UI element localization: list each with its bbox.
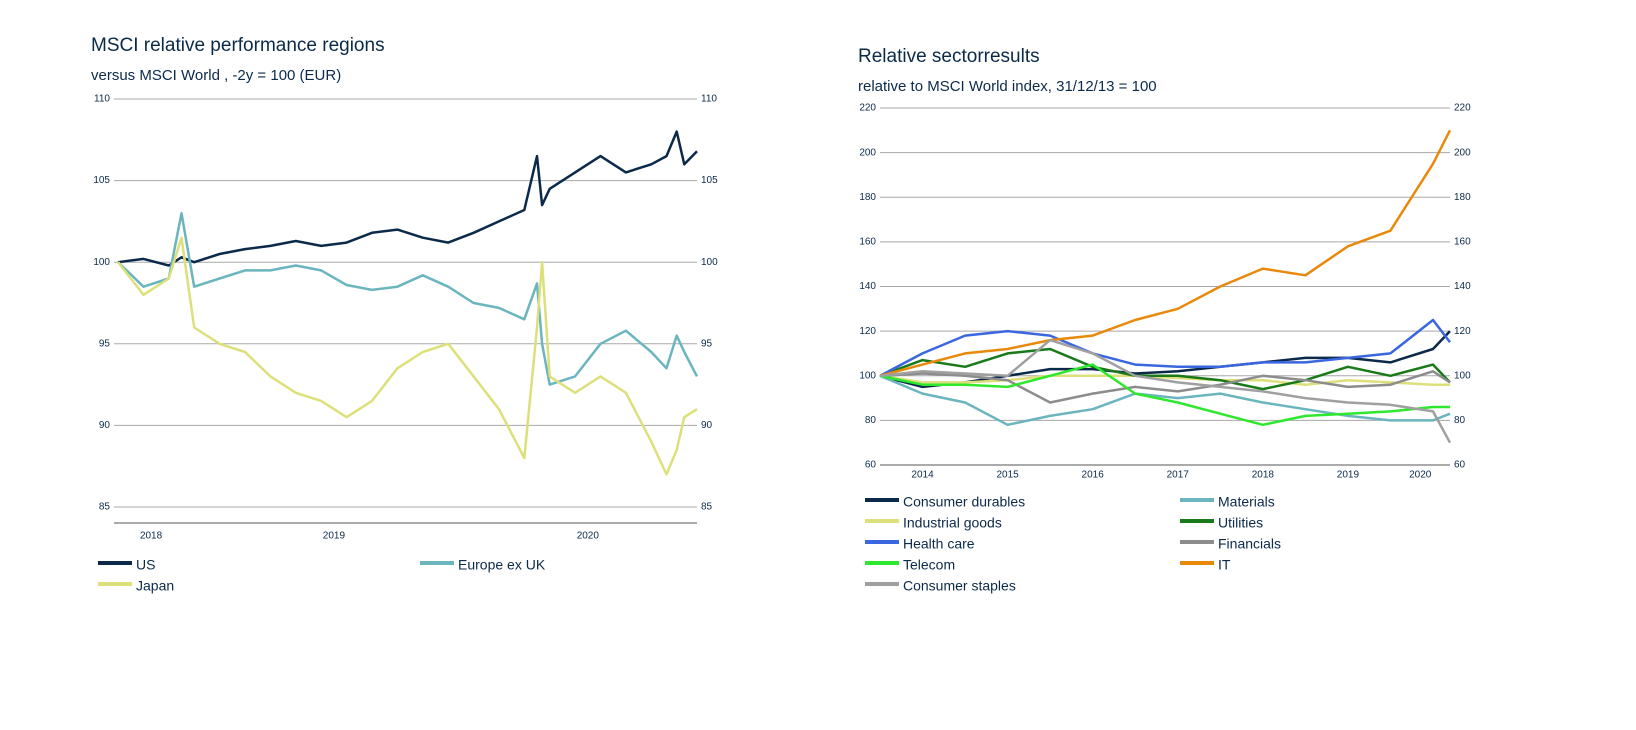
y-tick-label: 220 <box>859 103 876 114</box>
series-line <box>879 347 1451 391</box>
series-line <box>879 338 1452 444</box>
series-line <box>879 318 1451 377</box>
legend-label: Utilities <box>1218 515 1263 531</box>
y-tick-label: 85 <box>99 502 111 513</box>
y2-tick-label: 120 <box>1454 326 1471 337</box>
series-line <box>117 236 698 476</box>
y2-tick-label: 80 <box>1454 415 1466 426</box>
series-line <box>879 374 1450 386</box>
x-tick-label: 2020 <box>577 531 600 542</box>
y2-tick-label: 220 <box>1454 103 1471 114</box>
chart-subtitle: versus MSCI World , -2y = 100 (EUR) <box>91 67 341 84</box>
y-tick-label: 90 <box>99 420 111 431</box>
x-tick-label: 2020 <box>1409 470 1432 481</box>
chart-title: MSCI relative performance regions <box>91 35 385 56</box>
legend-label: Consumer durables <box>903 494 1025 510</box>
series-line <box>879 374 1451 427</box>
chart-subtitle: relative to MSCI World index, 31/12/13 =… <box>858 78 1157 95</box>
legend-label: IT <box>1218 557 1231 573</box>
legend-label: Japan <box>136 578 174 594</box>
x-tick-label: 2019 <box>323 531 346 542</box>
y-tick-label: 110 <box>94 94 110 105</box>
y2-tick-label: 100 <box>701 257 718 268</box>
y-tick-label: 105 <box>93 175 110 186</box>
y2-tick-label: 100 <box>1454 370 1471 381</box>
legend-label: Health care <box>903 536 975 552</box>
series-line <box>879 363 1450 427</box>
legend-label: US <box>136 557 155 573</box>
legend-label: Consumer staples <box>903 578 1016 594</box>
y2-tick-label: 110 <box>701 94 717 105</box>
y-tick-label: 100 <box>859 370 876 381</box>
x-tick-label: 2015 <box>996 470 1019 481</box>
legend-label: Industrial goods <box>903 515 1002 531</box>
series-line <box>117 211 699 386</box>
x-tick-label: 2017 <box>1167 470 1190 481</box>
y2-tick-label: 140 <box>1454 281 1471 292</box>
legend-label: Telecom <box>903 557 955 573</box>
series-line <box>879 370 1451 404</box>
x-tick-label: 2014 <box>911 470 934 481</box>
y2-tick-label: 180 <box>1454 192 1471 203</box>
y2-tick-label: 200 <box>1454 147 1471 158</box>
y-tick-label: 60 <box>865 460 877 471</box>
y2-tick-label: 85 <box>701 502 713 513</box>
y2-tick-label: 60 <box>1454 460 1466 471</box>
series-line <box>879 330 1451 389</box>
x-tick-label: 2016 <box>1082 470 1105 481</box>
x-tick-label: 2018 <box>140 531 163 542</box>
y-tick-label: 180 <box>859 192 876 203</box>
legend-label: Europe ex UK <box>458 557 546 573</box>
x-tick-label: 2019 <box>1337 470 1360 481</box>
y-tick-label: 200 <box>859 147 876 158</box>
y-tick-label: 140 <box>859 281 876 292</box>
y-tick-label: 100 <box>93 257 110 268</box>
y-tick-label: 95 <box>99 338 111 349</box>
y-tick-label: 120 <box>859 326 876 337</box>
series-line <box>117 130 698 267</box>
legend-label: Financials <box>1218 536 1281 552</box>
chart-title: Relative sectorresults <box>858 46 1040 67</box>
legend-label: Materials <box>1218 494 1275 510</box>
y-tick-label: 80 <box>865 415 877 426</box>
y-tick-label: 160 <box>859 237 876 248</box>
y2-tick-label: 95 <box>701 338 713 349</box>
x-tick-label: 2018 <box>1252 470 1275 481</box>
y2-tick-label: 105 <box>701 175 718 186</box>
series-line <box>879 129 1452 378</box>
y2-tick-label: 160 <box>1454 237 1471 248</box>
y2-tick-label: 90 <box>701 420 713 431</box>
